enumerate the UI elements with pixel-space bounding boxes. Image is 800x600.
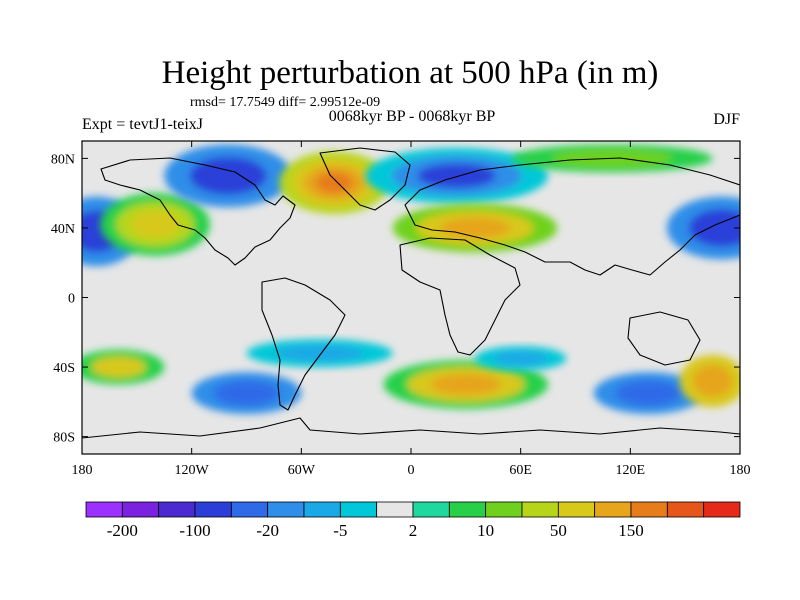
latitude-axis: 80N 40N 0 40S 80S [51, 152, 740, 446]
anomaly-region [392, 203, 558, 253]
colorbar-label: -200 [107, 521, 138, 540]
experiment-label: Expt = tevtJ1-teixJ [82, 116, 203, 133]
season-label: DJF [713, 111, 740, 128]
colorbar-swatch [194, 501, 232, 518]
colorbar-swatch [630, 501, 668, 518]
lat-tick-label: 80S [53, 431, 75, 446]
coastline-australia [627, 311, 701, 366]
colorbar-swatch [158, 501, 196, 518]
anomaly-region [474, 346, 567, 371]
colorbar-swatch [412, 501, 450, 518]
colorbar-swatch [303, 501, 341, 518]
lon-tick-label: 120E [616, 463, 646, 478]
lat-tick-label: 0 [68, 292, 75, 307]
colorbar-label: 10 [477, 521, 494, 540]
anomaly-region [246, 339, 393, 368]
coastline-greenland [319, 147, 411, 211]
colorbar: -200 -100 -20 -5 2 10 50 150 [85, 501, 741, 540]
coastline-south-america [261, 277, 346, 411]
lon-tick-label: 120W [175, 463, 210, 478]
coastlines [82, 147, 740, 439]
anomaly-region [191, 372, 302, 415]
anomaly-region [679, 354, 740, 408]
colorbar-label: 50 [550, 521, 567, 540]
lon-tick-label: 180 [72, 463, 93, 478]
colorbar-label: -20 [256, 521, 279, 540]
colorbar-swatch [376, 501, 414, 518]
anomaly-region [383, 360, 549, 409]
anomaly-region [365, 147, 549, 204]
colorbar-swatch [339, 501, 378, 518]
anomaly-region [593, 372, 704, 415]
lon-tick-label: 180 [730, 463, 751, 478]
colorbar-label: -100 [179, 521, 210, 540]
lon-tick-label: 60W [288, 463, 316, 478]
colorbar-swatch [121, 501, 160, 518]
lat-tick-label: 40N [51, 222, 75, 237]
colorbar-label: -5 [333, 521, 347, 540]
anomaly-region [82, 349, 165, 385]
colorbar-swatch [521, 501, 559, 518]
colorbar-swatch [557, 501, 596, 518]
coastline-antarctica [82, 417, 740, 439]
coastline-north-america [100, 157, 296, 266]
colorbar-swatch [666, 501, 705, 518]
lon-tick-label: 60E [509, 463, 532, 478]
plot-title: Height perturbation at 500 hPa (in m) [162, 55, 659, 91]
anomaly-region [100, 193, 210, 256]
longitude-axis: 180 120W 60W 0 60E 120E 180 [72, 141, 751, 478]
colorbar-swatch [448, 501, 487, 518]
anomaly-region [666, 196, 740, 260]
colorbar-swatch [485, 501, 523, 518]
stats-line: rmsd= 17.7549 diff= 2.99512e-09 [190, 95, 380, 110]
lon-tick-label: 0 [408, 463, 415, 478]
colorbar-swatch [85, 501, 123, 518]
coastline-africa [399, 237, 521, 356]
colorbar-label: 2 [409, 521, 418, 540]
lat-tick-label: 80N [51, 152, 75, 167]
colorbar-swatch [594, 501, 632, 518]
coastline-eurasia [404, 157, 740, 276]
lat-tick-label: 40S [53, 361, 75, 376]
period-label: 0068kyr BP - 0068kyr BP [329, 108, 496, 125]
colorbar-swatch [703, 501, 741, 518]
colorbar-swatch [267, 501, 305, 518]
colorbar-label: 150 [618, 521, 644, 540]
colorbar-swatch [230, 501, 269, 518]
anomaly-region [164, 144, 293, 208]
map-panel: 180 120W 60W 0 60E 120E 180 80N 40N 0 40S 80S [51, 140, 751, 478]
